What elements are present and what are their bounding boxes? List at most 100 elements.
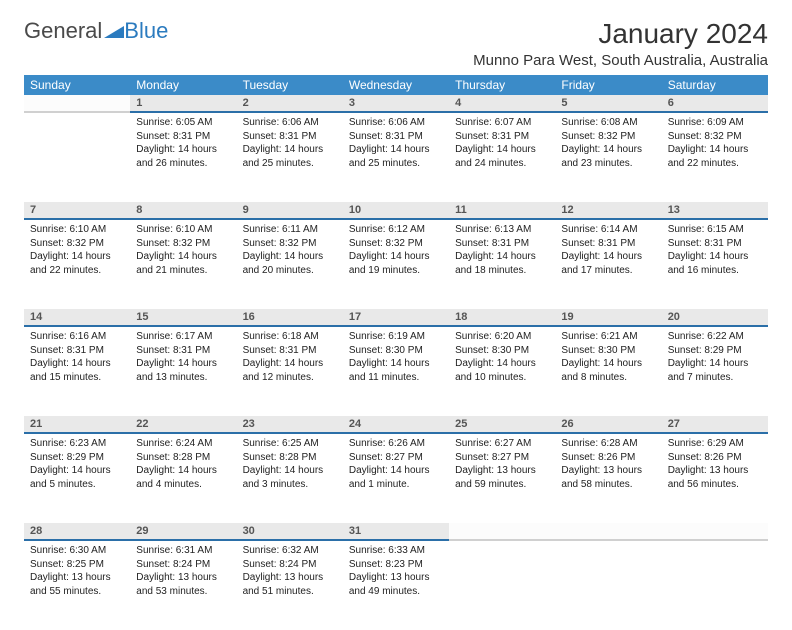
- sunrise-line: Sunrise: 6:20 AM: [455, 330, 549, 344]
- day-cell-body: Sunrise: 6:06 AMSunset: 8:31 PMDaylight:…: [237, 113, 343, 176]
- weekday-header: Wednesday: [343, 75, 449, 95]
- daylight-line: Daylight: 14 hours and 25 minutes.: [243, 143, 337, 170]
- daylight-line: Daylight: 14 hours and 17 minutes.: [561, 250, 655, 277]
- sunset-line: Sunset: 8:31 PM: [455, 237, 549, 251]
- day-cell: Sunrise: 6:10 AMSunset: 8:32 PMDaylight:…: [130, 219, 236, 309]
- sunset-line: Sunset: 8:32 PM: [561, 130, 655, 144]
- sunrise-line: Sunrise: 6:16 AM: [30, 330, 124, 344]
- day-number-cell: 17: [343, 309, 449, 326]
- sunrise-line: Sunrise: 6:08 AM: [561, 116, 655, 130]
- day-number-cell: [555, 523, 661, 540]
- day-cell: Sunrise: 6:06 AMSunset: 8:31 PMDaylight:…: [237, 112, 343, 202]
- weekday-header: Thursday: [449, 75, 555, 95]
- day-cell-body: Sunrise: 6:31 AMSunset: 8:24 PMDaylight:…: [130, 541, 236, 604]
- day-number-cell: [662, 523, 768, 540]
- day-number-cell: 8: [130, 202, 236, 219]
- day-cell-body: Sunrise: 6:22 AMSunset: 8:29 PMDaylight:…: [662, 327, 768, 390]
- day-cell: Sunrise: 6:26 AMSunset: 8:27 PMDaylight:…: [343, 433, 449, 523]
- sunset-line: Sunset: 8:32 PM: [243, 237, 337, 251]
- day-number-cell: 16: [237, 309, 343, 326]
- day-number-cell: 20: [662, 309, 768, 326]
- title-block: January 2024 Munno Para West, South Aust…: [473, 18, 768, 69]
- day-cell: Sunrise: 6:08 AMSunset: 8:32 PMDaylight:…: [555, 112, 661, 202]
- sunrise-line: Sunrise: 6:12 AM: [349, 223, 443, 237]
- day-cell: Sunrise: 6:19 AMSunset: 8:30 PMDaylight:…: [343, 326, 449, 416]
- day-cell-body: Sunrise: 6:10 AMSunset: 8:32 PMDaylight:…: [24, 220, 130, 283]
- day-number-row: 14151617181920: [24, 309, 768, 326]
- day-number-cell: 23: [237, 416, 343, 433]
- sunset-line: Sunset: 8:30 PM: [349, 344, 443, 358]
- daylight-line: Daylight: 14 hours and 12 minutes.: [243, 357, 337, 384]
- daylight-line: Daylight: 13 hours and 51 minutes.: [243, 571, 337, 598]
- daylight-line: Daylight: 14 hours and 25 minutes.: [349, 143, 443, 170]
- sunrise-line: Sunrise: 6:19 AM: [349, 330, 443, 344]
- day-cell: Sunrise: 6:32 AMSunset: 8:24 PMDaylight:…: [237, 540, 343, 630]
- sunset-line: Sunset: 8:30 PM: [455, 344, 549, 358]
- day-cell-body: Sunrise: 6:33 AMSunset: 8:23 PMDaylight:…: [343, 541, 449, 604]
- sunset-line: Sunset: 8:32 PM: [30, 237, 124, 251]
- calendar-table: SundayMondayTuesdayWednesdayThursdayFrid…: [24, 75, 768, 630]
- day-number-cell: 18: [449, 309, 555, 326]
- sunset-line: Sunset: 8:32 PM: [136, 237, 230, 251]
- day-cell: Sunrise: 6:29 AMSunset: 8:26 PMDaylight:…: [662, 433, 768, 523]
- sunrise-line: Sunrise: 6:27 AM: [455, 437, 549, 451]
- sunset-line: Sunset: 8:32 PM: [668, 130, 762, 144]
- daylight-line: Daylight: 14 hours and 21 minutes.: [136, 250, 230, 277]
- sunset-line: Sunset: 8:25 PM: [30, 558, 124, 572]
- day-cell: [555, 540, 661, 630]
- day-number-row: 123456: [24, 95, 768, 112]
- day-number-cell: [24, 95, 130, 112]
- day-cell-body: Sunrise: 6:08 AMSunset: 8:32 PMDaylight:…: [555, 113, 661, 176]
- day-number-cell: 30: [237, 523, 343, 540]
- day-cell: Sunrise: 6:07 AMSunset: 8:31 PMDaylight:…: [449, 112, 555, 202]
- sunset-line: Sunset: 8:30 PM: [561, 344, 655, 358]
- daylight-line: Daylight: 14 hours and 26 minutes.: [136, 143, 230, 170]
- daylight-line: Daylight: 14 hours and 13 minutes.: [136, 357, 230, 384]
- day-number-cell: 22: [130, 416, 236, 433]
- sunset-line: Sunset: 8:27 PM: [349, 451, 443, 465]
- daylight-line: Daylight: 14 hours and 18 minutes.: [455, 250, 549, 277]
- sunset-line: Sunset: 8:24 PM: [136, 558, 230, 572]
- sunset-line: Sunset: 8:31 PM: [243, 130, 337, 144]
- weekday-header: Sunday: [24, 75, 130, 95]
- day-content-row: Sunrise: 6:05 AMSunset: 8:31 PMDaylight:…: [24, 112, 768, 202]
- sunrise-line: Sunrise: 6:25 AM: [243, 437, 337, 451]
- day-number-cell: 9: [237, 202, 343, 219]
- sunrise-line: Sunrise: 6:07 AM: [455, 116, 549, 130]
- day-cell: Sunrise: 6:23 AMSunset: 8:29 PMDaylight:…: [24, 433, 130, 523]
- sunset-line: Sunset: 8:31 PM: [30, 344, 124, 358]
- day-cell: Sunrise: 6:28 AMSunset: 8:26 PMDaylight:…: [555, 433, 661, 523]
- day-number-row: 21222324252627: [24, 416, 768, 433]
- sunset-line: Sunset: 8:23 PM: [349, 558, 443, 572]
- daylight-line: Daylight: 14 hours and 23 minutes.: [561, 143, 655, 170]
- sunset-line: Sunset: 8:24 PM: [243, 558, 337, 572]
- day-number-cell: 7: [24, 202, 130, 219]
- sunset-line: Sunset: 8:26 PM: [561, 451, 655, 465]
- day-number-cell: 5: [555, 95, 661, 112]
- day-cell: Sunrise: 6:12 AMSunset: 8:32 PMDaylight:…: [343, 219, 449, 309]
- daylight-line: Daylight: 14 hours and 22 minutes.: [668, 143, 762, 170]
- day-number-cell: 6: [662, 95, 768, 112]
- day-cell-body: Sunrise: 6:11 AMSunset: 8:32 PMDaylight:…: [237, 220, 343, 283]
- day-cell: [662, 540, 768, 630]
- daylight-line: Daylight: 13 hours and 56 minutes.: [668, 464, 762, 491]
- daylight-line: Daylight: 14 hours and 22 minutes.: [30, 250, 124, 277]
- logo: General Blue: [24, 18, 168, 44]
- day-cell-body: Sunrise: 6:20 AMSunset: 8:30 PMDaylight:…: [449, 327, 555, 390]
- day-number-cell: 14: [24, 309, 130, 326]
- sunset-line: Sunset: 8:32 PM: [349, 237, 443, 251]
- day-cell: [24, 112, 130, 202]
- day-cell-body: Sunrise: 6:29 AMSunset: 8:26 PMDaylight:…: [662, 434, 768, 497]
- sunrise-line: Sunrise: 6:18 AM: [243, 330, 337, 344]
- sunrise-line: Sunrise: 6:21 AM: [561, 330, 655, 344]
- logo-text-general: General: [24, 18, 102, 44]
- sunrise-line: Sunrise: 6:22 AM: [668, 330, 762, 344]
- day-cell: Sunrise: 6:14 AMSunset: 8:31 PMDaylight:…: [555, 219, 661, 309]
- day-cell: Sunrise: 6:09 AMSunset: 8:32 PMDaylight:…: [662, 112, 768, 202]
- daylight-line: Daylight: 13 hours and 59 minutes.: [455, 464, 549, 491]
- day-number-cell: 25: [449, 416, 555, 433]
- day-cell: Sunrise: 6:15 AMSunset: 8:31 PMDaylight:…: [662, 219, 768, 309]
- sunset-line: Sunset: 8:31 PM: [561, 237, 655, 251]
- logo-triangle-icon: [104, 18, 124, 44]
- sunrise-line: Sunrise: 6:28 AM: [561, 437, 655, 451]
